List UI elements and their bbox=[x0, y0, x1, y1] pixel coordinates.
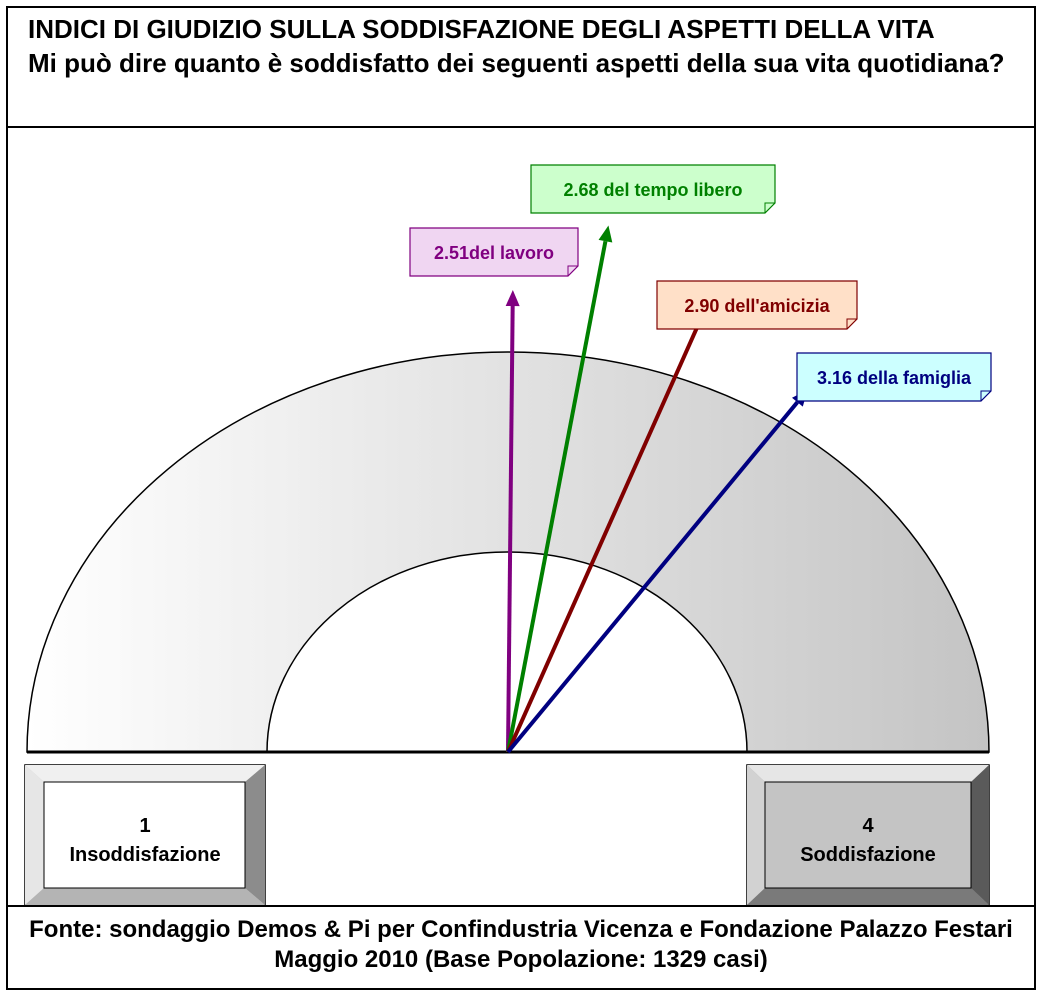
needles-group: 2.51del lavoro 2.68 del tempo libero 2.90 … bbox=[409, 164, 992, 754]
source-line-2: Maggio 2010 (Base Popolazione: 1329 casi… bbox=[274, 946, 768, 973]
value-label-fold-2 bbox=[764, 202, 775, 213]
max-box-value: 4 bbox=[862, 815, 874, 837]
value-label-3: 2.90 dell'amicizia bbox=[684, 296, 830, 316]
value-label-2: 2.68 del tempo libero bbox=[563, 180, 742, 200]
min-box: 1 Insoddisfazione bbox=[24, 764, 266, 906]
min-box-value: 1 bbox=[139, 815, 150, 837]
max-box: 4 Soddisfazione bbox=[746, 764, 990, 906]
value-label-box-3 bbox=[656, 280, 858, 330]
source-box: Fonte: sondaggio Demos & Pi per Confindu… bbox=[6, 905, 1036, 990]
chart-title: INDICI DI GIUDIZIO SULLA SODDISFAZIONE D… bbox=[28, 14, 935, 44]
value-label-fold-1 bbox=[567, 265, 578, 276]
value-label-fold-3 bbox=[846, 318, 857, 329]
needle-arrowhead-2 bbox=[598, 225, 613, 243]
needle-1 bbox=[506, 306, 515, 753]
value-label-1: 2.51del lavoro bbox=[434, 243, 554, 263]
needle-4 bbox=[506, 400, 799, 754]
value-label-box-1 bbox=[409, 227, 579, 277]
chart-subtitle: Mi può dire quanto è soddisfatto dei seg… bbox=[28, 48, 1005, 78]
needle-arrowhead-1 bbox=[505, 290, 520, 307]
gauge-band bbox=[26, 351, 990, 753]
value-label-box-2 bbox=[530, 164, 776, 214]
value-label-fold-4 bbox=[980, 390, 991, 401]
value-label-4: 3.16 della famiglia bbox=[817, 368, 972, 388]
needle-2 bbox=[506, 240, 608, 753]
value-label-box-4 bbox=[796, 352, 992, 402]
needle-3 bbox=[506, 304, 709, 753]
title-box: INDICI DI GIUDIZIO SULLA SODDISFAZIONE D… bbox=[6, 6, 1036, 128]
source-line-1: Fonte: sondaggio Demos & Pi per Confindu… bbox=[29, 916, 1013, 943]
min-box-label: Insoddisfazione bbox=[69, 844, 220, 866]
chart-frame bbox=[6, 6, 1036, 990]
max-box-label: Soddisfazione bbox=[800, 844, 936, 866]
